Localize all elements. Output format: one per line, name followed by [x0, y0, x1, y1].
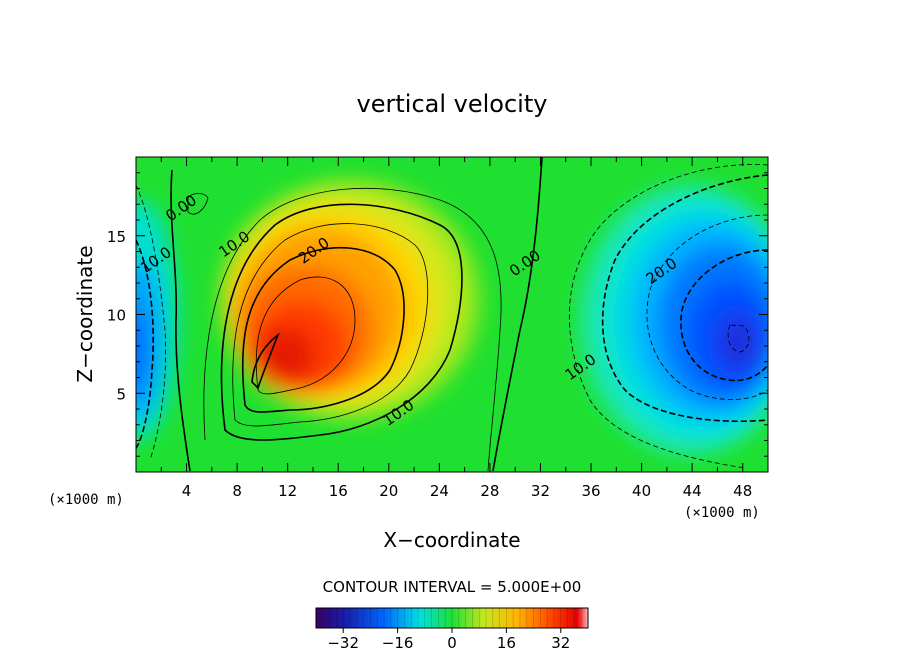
contour-pos-30 [251, 332, 280, 390]
y-tick-labels: 5 10 15 [107, 228, 126, 404]
contour-small-closed [187, 193, 209, 215]
colorbar-tick-label: −32 [327, 634, 359, 652]
colorbar-tick-label: 0 [447, 634, 457, 652]
contour-zero-left [170, 169, 191, 472]
y-tick-label: 15 [107, 228, 126, 246]
x-unit-right: (×1000 m) [684, 505, 760, 521]
contour-pos-5 [203, 187, 502, 472]
x-tick-label: 8 [232, 482, 242, 500]
contour-neg-10 [601, 174, 768, 423]
contour-neg-15 [646, 214, 768, 400]
contour-neg-left-inner [136, 239, 154, 449]
contour-pos-20 [241, 246, 405, 413]
color-field [136, 180, 768, 455]
x-tick-label: 36 [581, 482, 600, 500]
x-tick-label: 32 [531, 482, 550, 500]
contour-neg-20 [680, 249, 768, 382]
contour-pos-15 [232, 223, 429, 427]
contour-pos-10 [220, 203, 463, 441]
chart-title: vertical velocity [357, 90, 548, 118]
x-tick-label: 4 [182, 482, 192, 500]
contour-interval-text: CONTOUR INTERVAL = 5.000E+00 [323, 578, 582, 596]
x-tick-label: 28 [480, 482, 499, 500]
y-tick-label: 10 [107, 307, 126, 325]
x-tick-label: 44 [683, 482, 702, 500]
contour-zero-mid [492, 157, 543, 472]
colorbar: −32 −16 0 16 32 [315, 607, 589, 652]
colorbar-tick-label: 32 [551, 634, 570, 652]
y-tick-label: 5 [116, 385, 126, 403]
contour-neg-left-outer [136, 184, 167, 461]
y-axis-label: Z−coordinate [73, 245, 97, 382]
x-tick-label: 40 [632, 482, 651, 500]
x-tick-labels: 4 8 12 16 20 24 28 32 36 40 44 48 [182, 482, 752, 500]
x-tick-label: 48 [733, 482, 752, 500]
colorbar-bins [322, 608, 582, 628]
colorbar-tick-label: 16 [497, 634, 516, 652]
x-axis-label: X−coordinate [383, 528, 520, 552]
x-tick-label: 16 [329, 482, 348, 500]
contour-pos-25 [255, 276, 356, 395]
axis-ticks [136, 157, 768, 472]
x-tick-label: 20 [379, 482, 398, 500]
x-tick-label: 12 [278, 482, 297, 500]
x-unit-left: (×1000 m) [48, 492, 124, 508]
colorbar-tick-labels: −32 −16 0 16 32 [327, 628, 570, 652]
contour-neg-25 [727, 324, 750, 353]
contour-lines [136, 157, 768, 472]
colorbar-tick-label: −16 [382, 634, 414, 652]
contour-neg-5 [568, 164, 768, 469]
x-tick-label: 24 [430, 482, 449, 500]
